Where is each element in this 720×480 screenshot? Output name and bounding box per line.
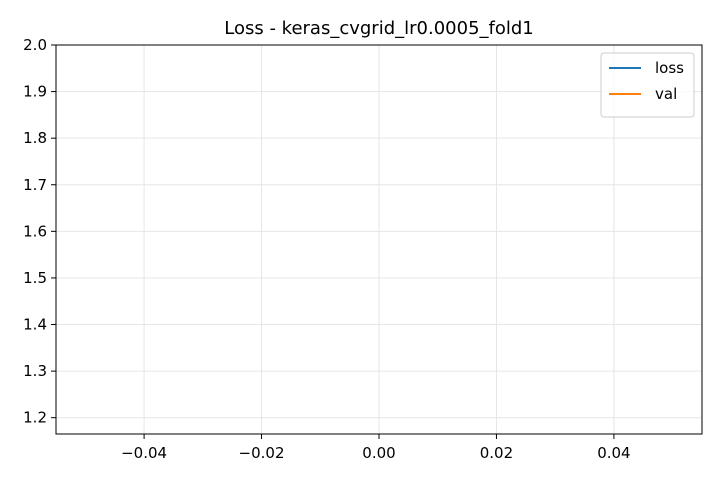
- x-tick-label: −0.02: [239, 444, 285, 462]
- x-tick-label: −0.04: [121, 444, 167, 462]
- legend-label-val: val: [655, 85, 677, 103]
- legend-label-loss: loss: [655, 59, 684, 77]
- legend: loss val: [600, 52, 695, 118]
- y-tick-label: 1.2: [23, 409, 47, 427]
- y-tick-label: 1.3: [23, 362, 47, 380]
- y-tick-label: 1.5: [23, 269, 47, 287]
- x-tick-label: 0.00: [362, 444, 395, 462]
- chart-title: Loss - keras_cvgrid_lr0.0005_fold1: [224, 18, 534, 39]
- x-tick-label: 0.02: [480, 444, 513, 462]
- y-tick-label: 2.0: [23, 36, 47, 54]
- y-tick-label: 1.4: [23, 316, 47, 334]
- x-tick-label: 0.04: [597, 444, 630, 462]
- y-tick-label: 1.6: [23, 222, 47, 240]
- ticks: −0.04 −0.02 0.00 0.02 0.04 1.2 1.3 1.4 1.5 1.6 1.7…: [23, 36, 630, 462]
- y-tick-label: 1.8: [23, 129, 47, 147]
- y-tick-label: 1.7: [23, 176, 47, 194]
- y-tick-label: 1.9: [23, 83, 47, 101]
